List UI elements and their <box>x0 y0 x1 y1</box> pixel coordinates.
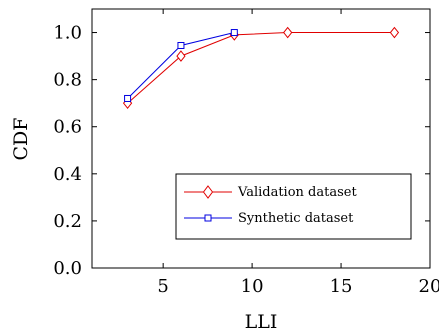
series-1-point-2 <box>230 29 238 37</box>
series-0-point-3 <box>283 26 293 39</box>
y-tick-label-0.4: 0.4 <box>53 164 82 185</box>
x-tick-label-15: 15 <box>330 276 353 297</box>
y-tick-label-0.0: 0.0 <box>53 258 82 279</box>
series-1-point-1 <box>177 41 185 49</box>
series-0-point-1 <box>176 50 186 62</box>
y-tick-label-0.6: 0.6 <box>53 117 82 138</box>
x-tick-label-5: 5 <box>157 276 168 297</box>
series-layer <box>122 26 400 109</box>
series-1-point-0 <box>124 94 132 102</box>
y-tick-label-0.8: 0.8 <box>53 70 82 91</box>
legend: Validation dataset Synthetic dataset <box>175 173 412 240</box>
y-tick-label-1.0: 1.0 <box>53 23 82 44</box>
x-axis-title: LLI <box>245 311 278 333</box>
y-axis-title: CDF <box>10 118 32 161</box>
x-tick-label-20: 20 <box>419 276 439 297</box>
legend-label-validation: Validation dataset <box>237 185 357 200</box>
legend-box <box>175 173 412 240</box>
legend-marker-synthetic <box>204 214 212 222</box>
legend-label-synthetic: Synthetic dataset <box>238 211 354 226</box>
series-line-0 <box>127 32 395 104</box>
y-tick-label-0.2: 0.2 <box>53 211 82 232</box>
legend-marker-validation <box>202 185 214 199</box>
series-0-point-4 <box>389 26 400 39</box>
axis-ticks: 5 10 15 20 0.0 0.2 0.4 0.6 0.8 1.0 <box>53 9 439 297</box>
plot-frame <box>91 8 431 269</box>
x-tick-label-10: 10 <box>241 276 264 297</box>
